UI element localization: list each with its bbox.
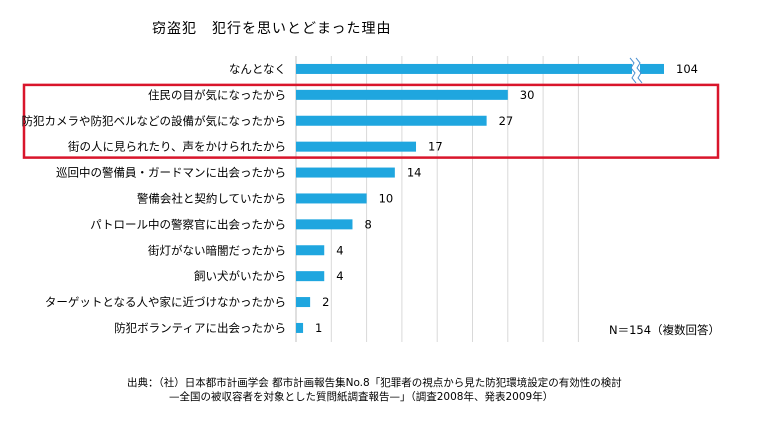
bars xyxy=(296,63,664,333)
category-label: 街の人に見られたり、声をかけられたから xyxy=(68,140,286,154)
value-label: 2 xyxy=(322,295,329,309)
bar xyxy=(296,141,417,152)
category-label: 巡回中の警備員・ガードマンに出会ったから xyxy=(56,166,286,180)
highlight-rectangle xyxy=(22,83,720,159)
bar xyxy=(296,297,311,308)
source-citation: 出典：（社）日本都市計画学会 都市計画報告集No.8「犯罪者の視点から見た防犯環… xyxy=(127,376,622,404)
bar xyxy=(296,167,395,178)
category-label: 飼い犬がいたから xyxy=(194,269,286,283)
category-label: 防犯カメラや防犯ベルなどの設備が気になったから xyxy=(22,114,287,128)
category-label: 防犯ボランティアに出会ったから xyxy=(114,321,286,335)
bar xyxy=(296,245,325,256)
category-label: 住民の目が気になったから xyxy=(148,88,286,102)
break-gap xyxy=(632,62,640,75)
bar xyxy=(296,115,487,126)
value-label: 17 xyxy=(428,140,443,154)
value-label: 27 xyxy=(499,114,514,128)
bar xyxy=(296,219,353,230)
source-line-2: —全国の被収容者を対象とした質問紙調査報告—」（調査2008年、発表2009年） xyxy=(169,391,554,403)
value-label: 1 xyxy=(315,321,322,335)
bar xyxy=(296,63,664,74)
category-label: なんとなく xyxy=(229,62,286,76)
break-line xyxy=(629,57,637,84)
category-label: ターゲットとなる人や家に近づけなかったから xyxy=(45,295,286,309)
bar xyxy=(296,322,304,333)
value-label: 30 xyxy=(520,88,535,102)
source-line-1: 出典：（社）日本都市計画学会 都市計画報告集No.8「犯罪者の視点から見た防犯環… xyxy=(127,377,622,389)
bar xyxy=(296,89,508,100)
category-label: 街灯がない暗闇だったから xyxy=(148,243,286,257)
value-label: 4 xyxy=(336,269,343,283)
value-label: 104 xyxy=(676,62,698,76)
bar xyxy=(296,271,325,282)
value-label: 14 xyxy=(407,166,422,180)
axis-break-mark xyxy=(629,57,643,84)
category-label: パトロール中の警察官に出会ったから xyxy=(90,217,286,231)
value-label: 4 xyxy=(336,243,343,257)
value-label: 8 xyxy=(364,217,371,231)
break-line xyxy=(635,57,643,84)
value-label: 10 xyxy=(379,191,394,205)
category-labels: なんとなく住民の目が気になったから防犯カメラや防犯ベルなどの設備が気になったから… xyxy=(22,62,287,335)
bar xyxy=(296,193,367,204)
sample-size-note: N＝154（複数回答） xyxy=(609,323,721,337)
highlight-box xyxy=(22,83,720,159)
category-label: 警備会社と契約していたから xyxy=(137,191,286,205)
chart-title: 窃盗犯 犯行を思いとどまった理由 xyxy=(152,21,392,37)
